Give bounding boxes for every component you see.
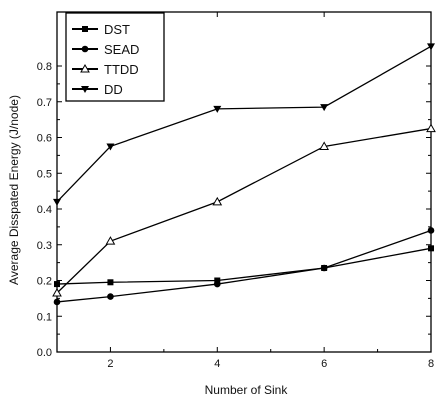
data-point-dd <box>320 104 329 112</box>
y-tick-label: 0.0 <box>37 347 52 359</box>
data-point-dst <box>428 245 434 252</box>
series-line-dst <box>56 247 432 285</box>
data-point-ttdd <box>426 123 436 133</box>
legend-label-sead: SEAD <box>104 42 139 57</box>
legend-marker-dst <box>82 26 88 32</box>
x-tick-label: 6 <box>321 358 327 370</box>
x-axis-title: Number of Sink <box>205 383 289 397</box>
legend-marker-ttdd <box>80 63 90 73</box>
y-tick-label: 0.5 <box>37 168 52 180</box>
data-point-ttdd <box>52 288 62 297</box>
y-tick-label: 0.6 <box>37 133 52 145</box>
y-axis-title: Average Disspated Energy (J/node) <box>7 95 21 285</box>
legend-label-dst: DST <box>104 22 130 37</box>
y-tick-label: 0.4 <box>37 204 52 216</box>
legend-marker-sead <box>81 45 89 53</box>
data-point-ttdd <box>212 196 223 206</box>
plot-frame <box>56 11 432 353</box>
y-tick-label: 0.7 <box>37 97 52 109</box>
data-point-dd <box>427 43 435 51</box>
data-point-dst <box>214 277 221 284</box>
y-tick-label: 0.3 <box>37 240 52 252</box>
data-point-sead <box>427 227 435 234</box>
data-point-dd <box>106 143 115 151</box>
x-tick-label: 2 <box>107 358 113 370</box>
legend-marker-dd <box>81 86 89 93</box>
data-point-sead <box>107 293 114 300</box>
data-point-dd <box>53 198 61 206</box>
data-point-dst <box>54 281 60 288</box>
data-point-dst <box>107 279 114 286</box>
y-tick-label: 0.1 <box>37 311 52 323</box>
y-tick-label: 0.8 <box>37 61 52 73</box>
x-tick-label: 4 <box>214 358 220 370</box>
data-point-sead <box>213 280 221 288</box>
y-tick-label: 0.2 <box>37 276 52 288</box>
data-point-sead <box>320 264 328 272</box>
legend-label-dd: DD <box>104 82 123 97</box>
data-point-ttdd <box>105 236 116 245</box>
series-line-ttdd <box>56 127 432 294</box>
data-point-sead <box>53 298 61 306</box>
x-tick-label: 8 <box>428 358 434 370</box>
data-point-ttdd <box>319 141 330 150</box>
legend-label-ttdd: TTDD <box>104 62 139 77</box>
data-point-dd <box>213 105 222 113</box>
